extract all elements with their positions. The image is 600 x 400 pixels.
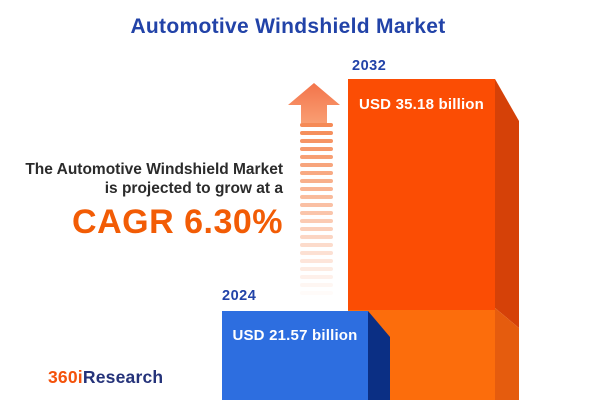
growth-arrow-stripe	[300, 139, 333, 143]
growth-arrow-stripe	[300, 275, 333, 279]
bar-2032-face-upper	[348, 79, 495, 310]
promo-line-2: is projected to grow at a	[104, 180, 283, 197]
growth-arrow-stripe	[300, 267, 333, 271]
growth-arrow-stripe	[300, 211, 333, 215]
growth-arrow-stripe	[300, 283, 333, 287]
growth-arrow-stripe	[300, 171, 333, 175]
growth-arrow-stripe	[300, 147, 333, 151]
bar-2024-side	[368, 311, 390, 400]
bar-2032-year-label: 2032	[352, 58, 387, 74]
brand-logo: 360iResearch	[48, 367, 163, 388]
bar-2024-face	[222, 311, 368, 400]
growth-arrow-stripe	[300, 219, 333, 223]
growth-arrow-stripe	[300, 155, 333, 159]
promo-line-1: The Automotive Windshield Market	[25, 161, 283, 178]
growth-arrow-icon	[288, 83, 340, 123]
bar-2024-year-label: 2024	[222, 288, 257, 304]
growth-arrow-stripe	[300, 179, 333, 183]
growth-arrow-stripe	[300, 123, 333, 127]
bar-2032-side-upper	[495, 79, 519, 328]
growth-arrow-stripe	[300, 227, 333, 231]
brand-logo-prefix: 360i	[48, 367, 83, 387]
growth-arrow-stripe	[300, 203, 333, 207]
growth-arrow-stripe	[300, 163, 333, 167]
growth-arrow-stripe	[300, 131, 333, 135]
growth-arrow-stripe	[300, 251, 333, 255]
promo-text-block: The Automotive Windshield Market is proj…	[0, 160, 283, 242]
growth-arrow-stripe	[300, 259, 333, 263]
growth-arrow-stripe	[300, 291, 333, 295]
brand-logo-suffix: Research	[82, 367, 164, 387]
growth-arrow-stripe	[300, 195, 333, 199]
cagr-value: CAGR 6.30%	[72, 203, 283, 241]
growth-arrow-stripe	[300, 243, 333, 247]
bar-2032-value-label: USD 35.18 billion	[358, 96, 485, 113]
bar-2024-value-label: USD 21.57 billion	[232, 327, 358, 344]
growth-arrow-stripe	[300, 235, 333, 239]
page-title: Automotive Windshield Market	[130, 15, 446, 38]
growth-arrow-stripe	[300, 187, 333, 191]
